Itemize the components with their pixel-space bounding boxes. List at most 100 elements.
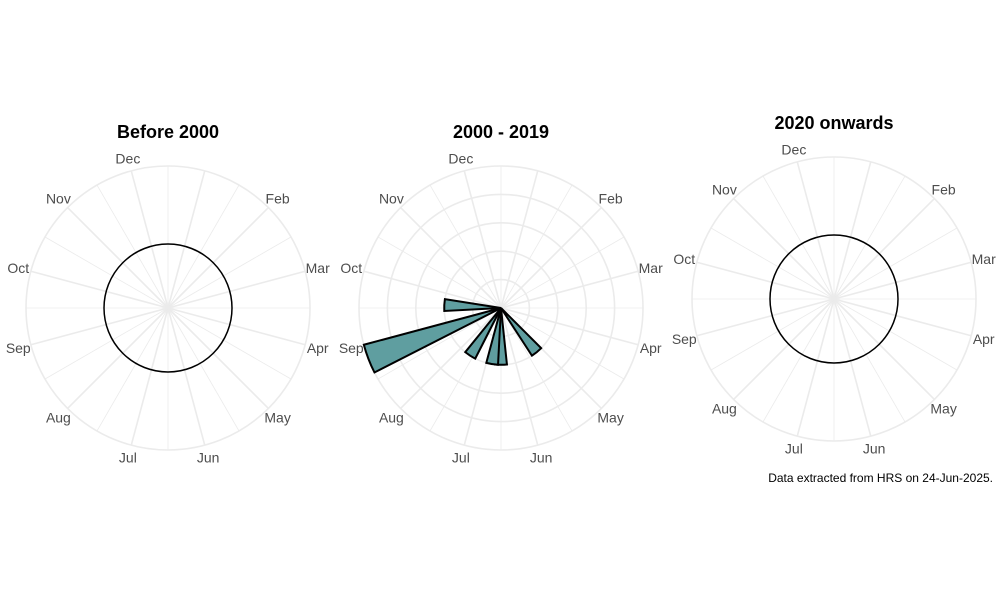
grid-spoke-major [30,270,169,309]
grid-spoke-major [167,170,206,309]
month-label-nov: Nov [379,190,404,206]
grid-spoke-major [500,307,639,346]
polar-bar [362,307,502,374]
grid-spoke-major [463,170,502,309]
month-label-oct: Oct [673,251,695,267]
grid-spoke-minor [833,175,906,300]
grid-spoke-minor [833,298,906,423]
month-label-aug: Aug [379,410,404,426]
grid-spoke-major [167,307,269,409]
month-label-jun: Jun [530,450,553,466]
month-label-mar: Mar [972,251,996,267]
polar-bar [485,307,502,366]
month-label-feb: Feb [932,181,956,197]
grid-spoke-minor [710,227,835,300]
grid-spoke-minor [833,298,958,371]
grid-spoke-major [67,307,169,409]
month-label-jul: Jul [785,441,803,457]
grid-spoke-major [500,207,602,309]
grid-spoke-major [167,207,269,309]
grid-spoke-major [400,207,502,309]
data-source-caption: Data extracted from HRS on 24-Jun-2025. [768,471,993,485]
polar-bar [500,307,543,358]
month-label-oct: Oct [340,260,362,276]
panel-before-2000: Before 2000 Feb Mar Apr May Jun Jul Aug Sep Oct N… [6,122,330,466]
month-label-dec: Dec [781,141,806,157]
grid-spoke-major [833,298,935,400]
polar-grid [691,156,977,442]
month-label-jul: Jul [452,450,470,466]
grid-spoke-major [833,298,872,437]
month-label-apr: Apr [307,340,329,356]
grid-spoke-minor [429,184,502,309]
grid-spoke-major [167,307,206,446]
month-label-mar: Mar [306,260,330,276]
grid-spoke-minor [500,307,625,380]
polar-grid [25,165,311,451]
month-label-sep: Sep [6,340,31,356]
grid-spoke-minor [96,307,169,432]
grid-spoke-major [696,298,835,337]
empty-data-ring [103,243,233,373]
month-label-nov: Nov [712,181,737,197]
grid-spoke-minor [167,184,240,309]
month-label-aug: Aug [46,410,71,426]
month-label-sep: Sep [339,340,364,356]
month-label-may: May [597,410,623,426]
grid-spoke-minor [762,298,835,423]
grid-spoke-minor [762,175,835,300]
grid-spoke-major [833,261,972,300]
grid-spoke-minor [96,184,169,309]
panel-title: 2020 onwards [774,113,893,133]
grid-spoke-major [833,298,972,337]
grid-spoke-major [130,170,169,309]
grid-spoke-major [400,307,502,409]
month-label-feb: Feb [599,190,623,206]
month-label-nov: Nov [46,190,71,206]
grid-spoke-minor [833,227,958,300]
month-label-may: May [930,401,956,417]
grid-spoke-major [733,298,835,400]
grid-spoke-major [67,207,169,309]
grid-spoke-major [796,161,835,300]
panel-title: Before 2000 [117,122,219,142]
month-label-may: May [264,410,290,426]
grid-spoke-major [500,307,539,446]
polar-grid [358,165,644,451]
empty-data-ring [769,234,899,364]
grid-spoke-major [130,307,169,446]
grid-spoke-minor [44,307,169,380]
month-label-aug: Aug [712,401,737,417]
polar-bar [463,307,502,360]
month-label-apr: Apr [640,340,662,356]
panel-2000-2019: 2000 - 2019 Feb Mar Apr May Jun Jul Aug Sep Oct N… [339,122,663,466]
grid-spoke-minor [44,236,169,309]
grid-spoke-major [696,261,835,300]
grid-spoke-minor [500,184,573,309]
grid-spoke-major [833,198,935,300]
month-label-oct: Oct [7,260,29,276]
panel-title: 2000 - 2019 [453,122,549,142]
grid-spoke-major [500,170,539,309]
grid-spoke-minor [710,298,835,371]
grid-spoke-minor [167,236,292,309]
grid-spoke-minor [377,307,502,380]
grid-spoke-major [30,307,169,346]
month-label-mar: Mar [639,260,663,276]
month-label-jul: Jul [119,450,137,466]
grid-spoke-minor [377,236,502,309]
panel-2020-onwards: 2020 onwards Feb Mar Apr May Jun Jul Aug Sep Oct… [672,113,996,457]
grid-spoke-minor [500,236,625,309]
grid-spoke-major [733,198,835,300]
month-label-sep: Sep [672,331,697,347]
month-label-apr: Apr [973,331,995,347]
grid-spoke-major [167,307,306,346]
grid-spoke-major [833,161,872,300]
grid-spoke-major [500,270,639,309]
grid-spoke-major [363,270,502,309]
grid-spoke-minor [167,307,292,380]
grid-spoke-major [796,298,835,437]
grid-spoke-minor [167,307,240,432]
polar-bar [443,297,502,313]
